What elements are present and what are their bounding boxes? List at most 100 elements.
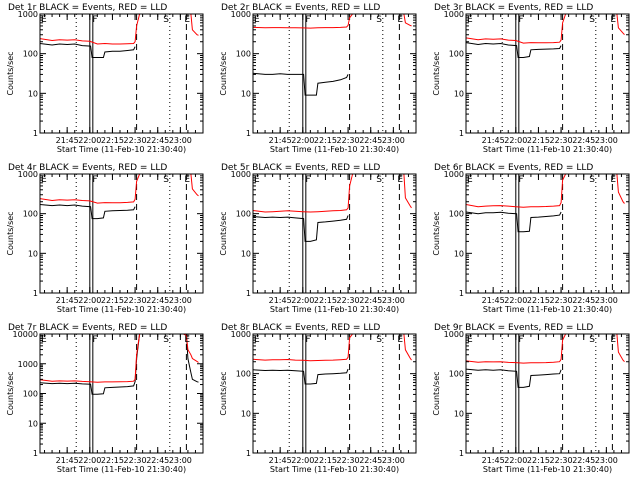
chart-panel: Det 4r BLACK = Events, RED = LLD 1 10 100 10… <box>6 163 204 314</box>
chart-panel: Det 1r BLACK = Events, RED = LLD 1 10 100 10… <box>6 3 204 154</box>
plot-frame <box>252 13 417 134</box>
x-tick-label: 21:45 <box>56 136 79 145</box>
flag-label: F <box>92 15 97 25</box>
plot-frame <box>465 173 630 294</box>
x-tick-label: 22:30 <box>124 136 147 145</box>
x-tick-label: 22:00 <box>78 296 101 305</box>
x-tick-label: 23:00 <box>595 456 618 465</box>
x-tick-label: 22:00 <box>504 296 527 305</box>
x-tick-label: 21:45 <box>482 296 505 305</box>
lld-series-line <box>466 334 625 364</box>
events-series-line <box>40 334 199 395</box>
x-tick-label: 21:45 <box>269 136 292 145</box>
y-tick-label: 1 <box>459 289 464 298</box>
flag-label: E <box>397 175 403 185</box>
flag-label: E <box>610 175 616 185</box>
flag-label: S <box>163 15 169 25</box>
plot-frame <box>39 173 204 294</box>
x-tick-label: 22:30 <box>337 136 360 145</box>
x-tick-label: 23:00 <box>382 296 405 305</box>
flag-label: F <box>92 175 97 185</box>
x-axis-label: Start Time (11-Feb-10 21:30:40) <box>483 145 612 154</box>
x-tick-label: 22:15 <box>314 456 337 465</box>
x-tick-label: 22:15 <box>101 136 124 145</box>
y-axis-label: Counts/sec <box>432 211 441 255</box>
flag-label: S <box>376 335 382 345</box>
flag-label: F <box>518 335 523 345</box>
flag-label: E <box>610 335 616 345</box>
lld-series-line <box>253 14 412 29</box>
plot-frame <box>39 13 204 134</box>
events-series-line <box>253 368 349 385</box>
y-tick-label: 100 <box>236 210 251 219</box>
x-axis-label: Start Time (11-Feb-10 21:30:40) <box>57 145 186 154</box>
y-tick-label: 100 <box>236 50 251 59</box>
events-series-line <box>466 42 562 58</box>
y-axis-label: Counts/sec <box>6 51 15 95</box>
chart-panel: Det 8r BLACK = Events, RED = LLD 1 10 100 10… <box>219 323 417 474</box>
y-tick-label: 1000 <box>444 170 464 179</box>
lld-series-line <box>466 14 625 44</box>
x-tick-label: 21:45 <box>269 456 292 465</box>
x-tick-label: 22:30 <box>550 136 573 145</box>
flag-label: F <box>518 175 523 185</box>
y-tick-label: 1000 <box>231 10 251 19</box>
x-axis-label: Start Time (11-Feb-10 21:30:40) <box>483 465 612 474</box>
plot-frame <box>252 333 417 454</box>
lld-series-line <box>466 174 625 208</box>
x-axis-label: Start Time (11-Feb-10 21:30:40) <box>483 305 612 314</box>
y-tick-label: 1000 <box>18 360 38 369</box>
events-series-line <box>253 215 349 242</box>
flag-label: E <box>397 335 403 345</box>
plot-frame <box>465 13 630 134</box>
flag-label: S <box>376 15 382 25</box>
y-axis-label: Counts/sec <box>6 371 15 415</box>
lld-series-line <box>40 334 199 383</box>
y-tick-label: 100 <box>449 210 464 219</box>
x-tick-label: 22:45 <box>146 136 169 145</box>
flag-label: S <box>163 335 169 345</box>
y-axis-label: Counts/sec <box>219 371 228 415</box>
x-tick-label: 22:00 <box>291 456 314 465</box>
x-tick-label: 21:45 <box>482 456 505 465</box>
flag-label: E <box>184 175 190 185</box>
flag-label: E <box>467 175 473 185</box>
y-tick-label: 10 <box>28 419 38 428</box>
x-tick-label: 22:00 <box>504 136 527 145</box>
x-tick-label: 23:00 <box>595 296 618 305</box>
x-tick-label: 22:00 <box>78 136 101 145</box>
y-tick-label: 1000 <box>18 170 38 179</box>
events-series-line <box>253 72 349 96</box>
lld-series-line <box>40 174 199 204</box>
y-tick-label: 1 <box>246 449 251 458</box>
y-tick-label: 10 <box>454 89 464 98</box>
chart-panel: Det 7r BLACK = Events, RED = LLD 1 10 100 10… <box>6 323 204 474</box>
x-tick-label: 23:00 <box>169 296 192 305</box>
y-tick-label: 100 <box>23 50 38 59</box>
x-tick-label: 22:00 <box>291 136 314 145</box>
x-tick-label: 22:00 <box>291 296 314 305</box>
flag-label: E <box>610 15 616 25</box>
x-tick-label: 22:30 <box>550 296 573 305</box>
flag-label: E <box>397 15 403 25</box>
x-tick-label: 22:15 <box>101 296 124 305</box>
x-tick-label: 22:45 <box>359 296 382 305</box>
chart-title: Det 4r BLACK = Events, RED = LLD <box>8 163 167 173</box>
flag-label: E <box>467 335 473 345</box>
chart-title: Det 2r BLACK = Events, RED = LLD <box>221 3 380 13</box>
chart-title: Det 6r BLACK = Events, RED = LLD <box>434 163 593 173</box>
y-tick-label: 100 <box>449 370 464 379</box>
y-tick-label: 10 <box>241 249 251 258</box>
flag-label: S <box>163 175 169 185</box>
x-tick-label: 22:15 <box>527 136 550 145</box>
y-tick-label: 10 <box>241 409 251 418</box>
x-tick-label: 23:00 <box>169 136 192 145</box>
y-tick-label: 1000 <box>231 170 251 179</box>
events-series-line <box>40 43 136 58</box>
x-tick-label: 22:15 <box>527 296 550 305</box>
y-tick-label: 10000 <box>13 330 38 339</box>
x-tick-label: 22:15 <box>314 136 337 145</box>
flag-label: S <box>589 175 595 185</box>
y-axis-label: Counts/sec <box>219 211 228 255</box>
